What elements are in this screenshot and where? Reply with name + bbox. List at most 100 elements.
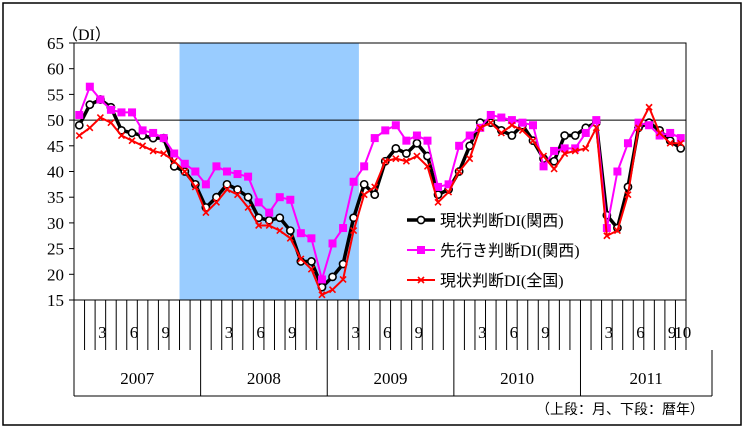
data-point bbox=[455, 167, 463, 176]
data-point bbox=[339, 275, 347, 284]
data-point bbox=[350, 227, 358, 235]
x-month-label: 3 bbox=[98, 323, 107, 342]
x-month-label: 6 bbox=[383, 323, 392, 342]
data-point bbox=[560, 131, 570, 140]
data-point bbox=[465, 131, 474, 140]
data-point bbox=[518, 126, 527, 134]
x-month-label: 9 bbox=[288, 323, 297, 342]
data-point bbox=[75, 110, 84, 119]
data-point bbox=[613, 167, 622, 176]
data-point bbox=[307, 234, 316, 243]
data-point bbox=[423, 136, 432, 145]
data-point bbox=[96, 113, 104, 122]
data-point bbox=[508, 121, 516, 129]
data-point bbox=[318, 291, 326, 299]
data-point bbox=[255, 221, 263, 230]
data-point bbox=[539, 162, 548, 171]
data-point bbox=[582, 144, 590, 152]
data-point bbox=[349, 177, 358, 186]
legend-label: 現状判断DI(関西) bbox=[440, 212, 564, 230]
data-point bbox=[401, 149, 411, 158]
data-point bbox=[423, 162, 432, 170]
data-point bbox=[96, 95, 105, 104]
data-point bbox=[159, 134, 168, 143]
data-point bbox=[85, 82, 94, 91]
data-point bbox=[634, 124, 643, 132]
data-point bbox=[550, 165, 558, 173]
data-point bbox=[222, 179, 232, 189]
data-point bbox=[75, 131, 83, 140]
y-tick-label: 60 bbox=[47, 60, 64, 79]
data-point bbox=[603, 232, 611, 240]
data-point bbox=[381, 157, 389, 165]
data-point bbox=[656, 129, 664, 137]
data-point bbox=[244, 203, 252, 212]
data-point bbox=[149, 128, 158, 137]
data-point bbox=[180, 159, 189, 168]
data-point bbox=[592, 124, 600, 132]
x-month-label: 3 bbox=[225, 323, 234, 342]
data-point bbox=[160, 149, 168, 158]
data-point bbox=[181, 167, 189, 176]
y-tick-label: 20 bbox=[47, 265, 64, 284]
data-point bbox=[128, 108, 137, 117]
data-point bbox=[539, 152, 548, 160]
data-point bbox=[381, 126, 390, 135]
data-point bbox=[645, 121, 654, 130]
x-month-label: 6 bbox=[130, 323, 139, 342]
data-point bbox=[244, 172, 253, 181]
data-point bbox=[550, 146, 559, 155]
x-year-label: 2008 bbox=[247, 369, 281, 388]
x-month-label: 9 bbox=[668, 323, 677, 342]
data-point bbox=[434, 198, 442, 206]
data-point bbox=[202, 209, 210, 217]
x-year-label: 2010 bbox=[500, 369, 534, 388]
data-point bbox=[370, 134, 379, 143]
data-point bbox=[286, 234, 294, 242]
data-point bbox=[623, 139, 632, 148]
data-point bbox=[359, 179, 369, 189]
data-point bbox=[371, 183, 379, 191]
data-point bbox=[476, 124, 484, 132]
data-point bbox=[412, 131, 421, 140]
data-point bbox=[275, 193, 284, 202]
y-tick-label: 65 bbox=[47, 34, 64, 53]
data-point bbox=[127, 128, 137, 138]
x-month-label: 6 bbox=[510, 323, 519, 342]
data-point bbox=[549, 156, 559, 166]
data-point bbox=[529, 121, 537, 130]
data-point bbox=[571, 147, 579, 155]
data-point bbox=[149, 147, 157, 155]
data-point bbox=[487, 119, 495, 127]
legend-label: 現状判断DI(全国) bbox=[440, 272, 564, 290]
data-point bbox=[307, 265, 315, 273]
series-line bbox=[77, 97, 682, 289]
data-point bbox=[360, 162, 369, 171]
data-point bbox=[138, 126, 147, 135]
y-tick-label: 30 bbox=[47, 214, 64, 233]
data-point bbox=[391, 143, 401, 153]
legend-marker bbox=[416, 215, 426, 225]
data-point bbox=[265, 221, 273, 230]
y-tick-label: 50 bbox=[47, 111, 64, 130]
data-point bbox=[264, 215, 274, 225]
x-year-label: 2011 bbox=[630, 369, 663, 388]
data-point bbox=[676, 143, 686, 153]
legend-marker bbox=[417, 246, 425, 254]
data-point bbox=[233, 191, 242, 199]
data-point bbox=[106, 105, 115, 114]
data-point bbox=[560, 144, 569, 153]
data-point bbox=[392, 155, 400, 163]
data-point bbox=[571, 144, 580, 153]
y-tick-label: 40 bbox=[47, 163, 64, 182]
data-point bbox=[412, 138, 422, 148]
data-point bbox=[402, 136, 411, 145]
data-point bbox=[339, 224, 348, 233]
shaded-period bbox=[179, 43, 359, 300]
data-point bbox=[328, 286, 337, 294]
data-point bbox=[655, 131, 664, 140]
data-point bbox=[666, 139, 674, 147]
